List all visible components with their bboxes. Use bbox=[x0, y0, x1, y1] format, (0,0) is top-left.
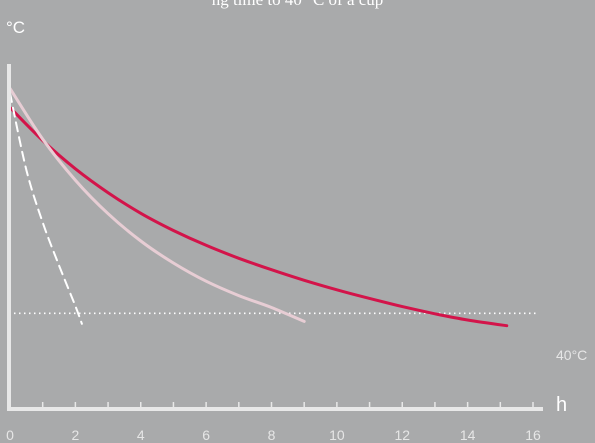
threshold-label: 40°C bbox=[556, 347, 587, 363]
series-line-1 bbox=[8, 106, 509, 328]
x-tick-label: 6 bbox=[202, 427, 210, 443]
x-tick-label: 8 bbox=[268, 427, 276, 443]
y-axis-unit-label: °C bbox=[6, 18, 25, 37]
series-line-3 bbox=[9, 92, 83, 325]
x-tick-label: 14 bbox=[460, 427, 476, 443]
x-tick-label: 2 bbox=[71, 427, 79, 443]
x-tick-label: 16 bbox=[525, 427, 541, 443]
x-tick-label: 0 bbox=[6, 427, 14, 443]
x-tick-label: 12 bbox=[394, 427, 410, 443]
chart-caption: ng time to 40 °C of a cup bbox=[0, 0, 595, 10]
x-tick-label: 4 bbox=[137, 427, 145, 443]
x-tick-label: 10 bbox=[329, 427, 345, 443]
series-line-2 bbox=[8, 86, 306, 323]
x-axis-unit-label: h bbox=[556, 394, 567, 416]
